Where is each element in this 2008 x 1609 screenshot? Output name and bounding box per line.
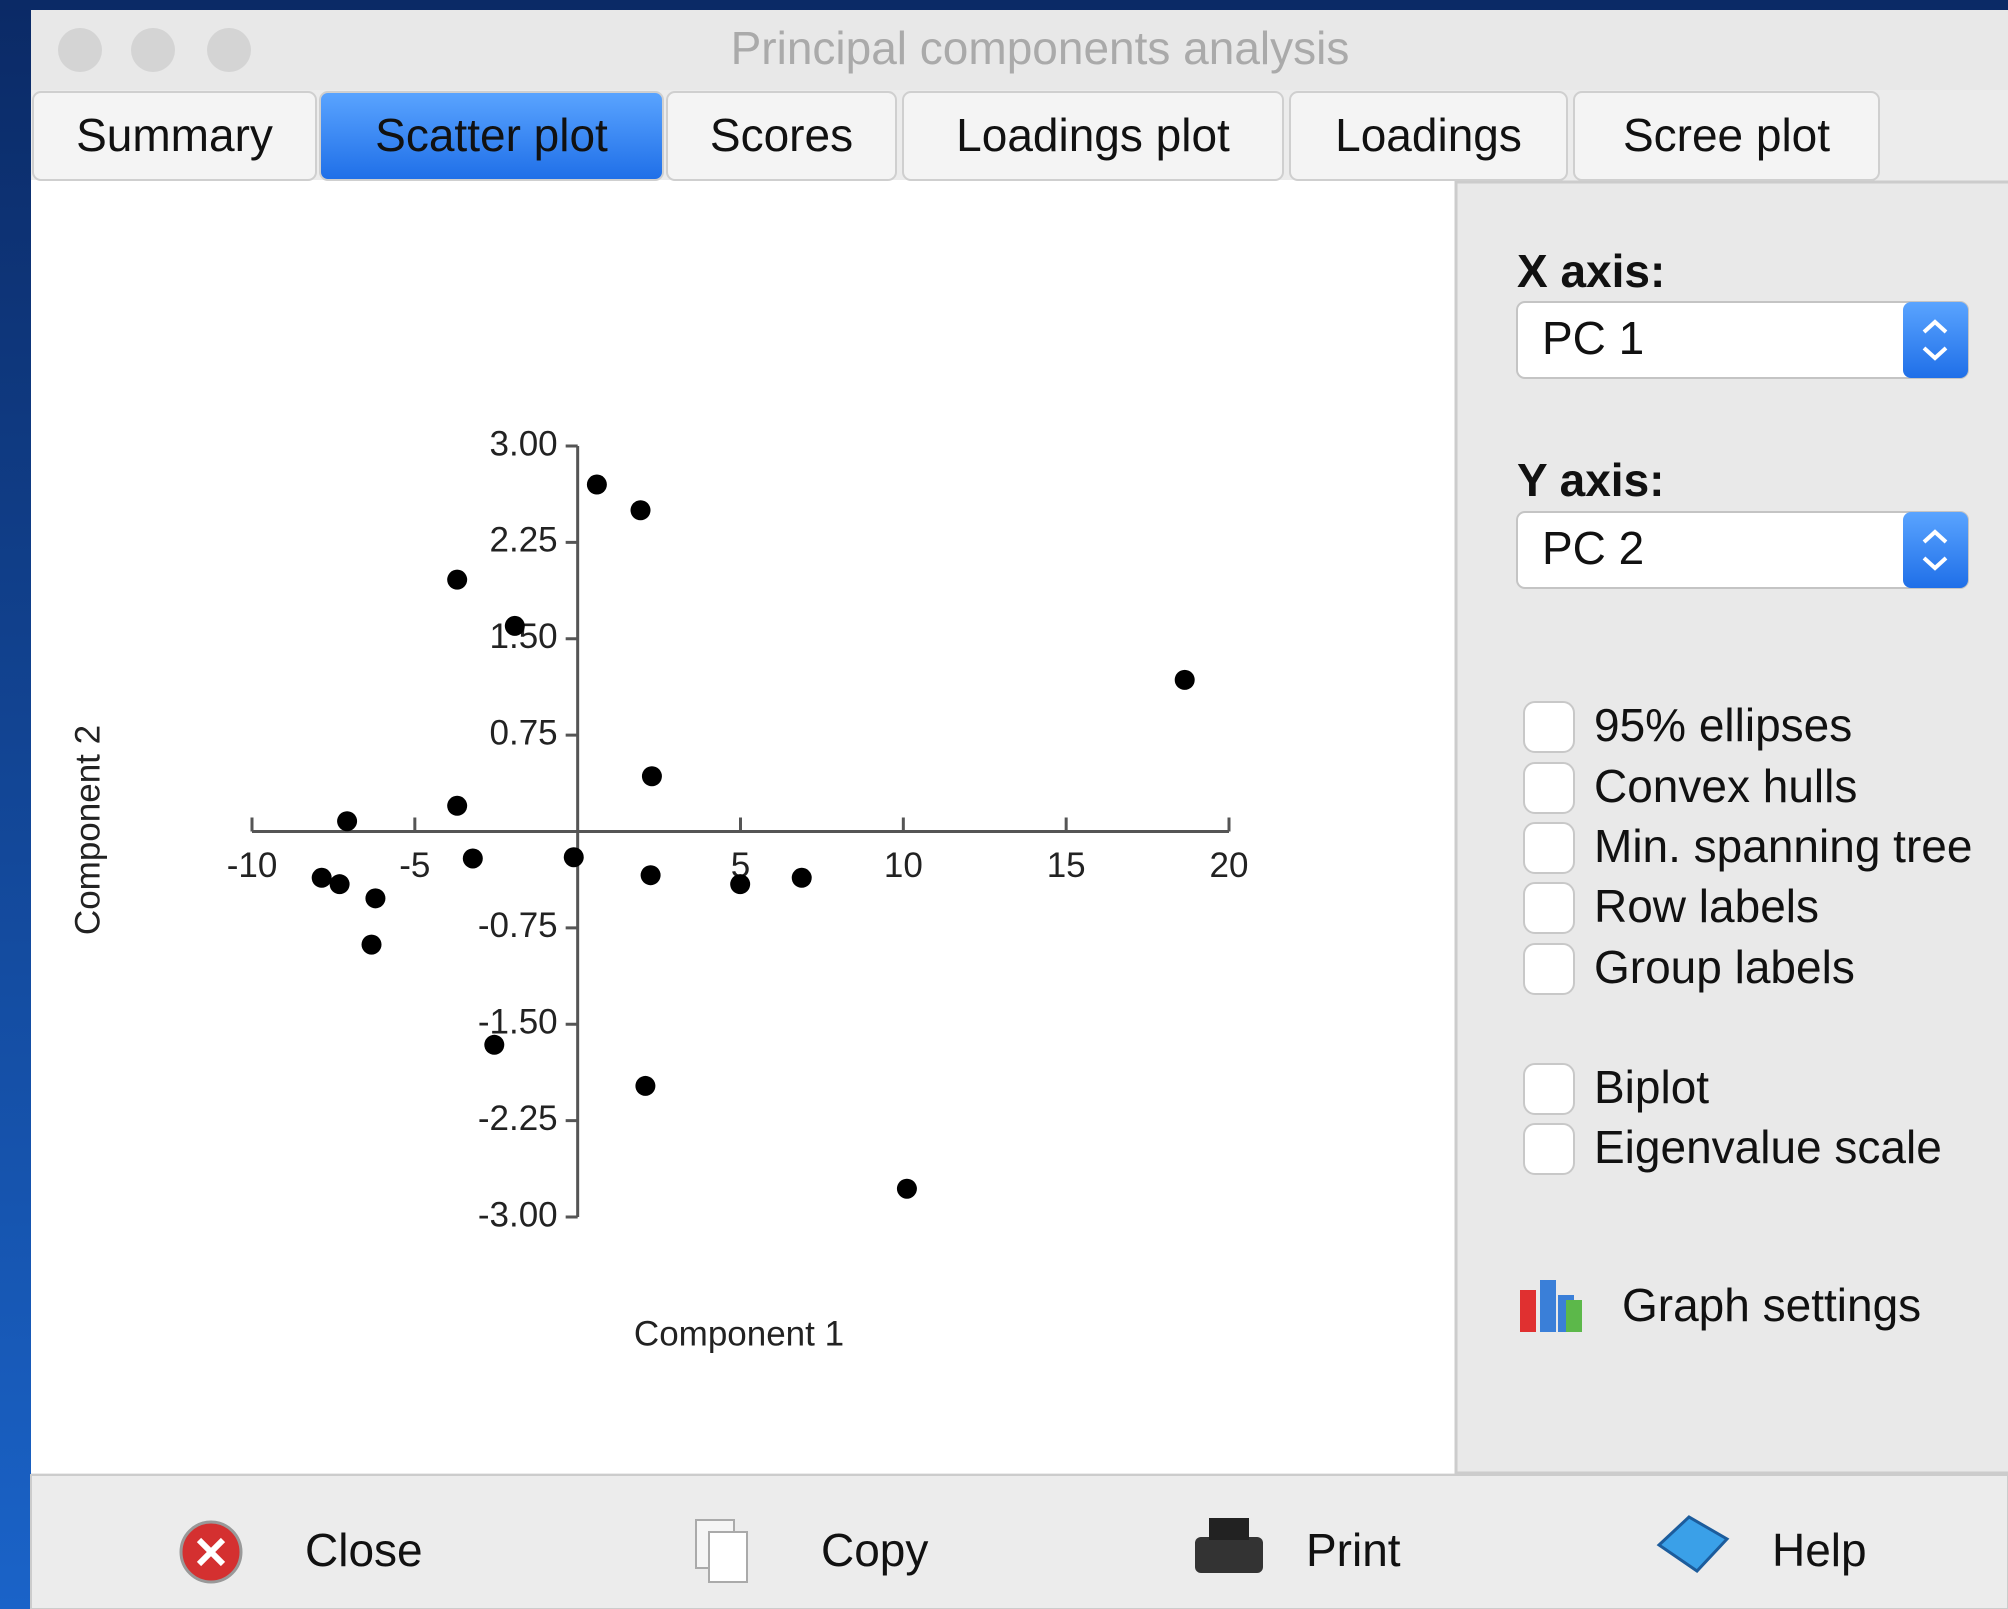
tab-label: Scatter plot [375, 109, 608, 161]
point [563, 847, 584, 868]
checkbox[interactable] [1523, 943, 1575, 995]
x-tick-label: -10 [227, 846, 278, 885]
tab[interactable] [1289, 91, 1568, 181]
tab[interactable] [319, 91, 664, 181]
x-tick-label: 15 [1047, 846, 1086, 885]
title-bar [31, 10, 2008, 90]
plot-area [31, 180, 1456, 1473]
print-icon [1195, 1537, 1263, 1573]
point [311, 867, 332, 888]
y-tick-label: -2.25 [478, 1099, 558, 1138]
point [365, 888, 386, 909]
axis-selector-label: X axis: [1517, 245, 1665, 297]
y-tick-label: 2.25 [490, 521, 558, 560]
y-tick-label: -1.50 [478, 1003, 558, 1042]
point [361, 934, 382, 955]
select-chevrons [1922, 319, 1948, 361]
tab-label: Summary [76, 109, 273, 161]
y-tick-label: -3.00 [478, 1195, 558, 1234]
point [896, 1178, 917, 1199]
window-title: Principal components analysis [731, 22, 1350, 74]
y-tick-label: 0.75 [490, 713, 558, 752]
checkbox-label: Group labels [1594, 941, 1855, 993]
checkbox-label: 95% ellipses [1594, 699, 1852, 751]
point [337, 811, 358, 832]
point [586, 474, 607, 495]
tab[interactable] [32, 91, 317, 181]
x-tick-label: 10 [884, 846, 923, 885]
x-tick-label: -5 [399, 846, 430, 885]
y-tick-label: -0.75 [478, 906, 558, 945]
tab-label: Scree plot [1623, 109, 1830, 161]
checkbox[interactable] [1523, 882, 1575, 934]
button-label[interactable]: Print [1306, 1524, 1401, 1576]
x-tick-label: 5 [731, 846, 750, 885]
tab[interactable] [1573, 91, 1880, 181]
close-dot[interactable] [58, 28, 102, 72]
tab-bar: Summary Scatter plot Scores Loadings plot Lo… [32, 91, 1880, 181]
point [447, 569, 468, 590]
button-label[interactable]: Copy [821, 1524, 928, 1576]
checkbox-label: Convex hulls [1594, 760, 1857, 812]
tab-label: Loadings [1335, 109, 1522, 161]
x-tick-label: 20 [1210, 846, 1249, 885]
graph-settings[interactable]: Graph settings [1622, 1279, 1921, 1331]
tab-label: Scores [710, 109, 853, 161]
point [730, 874, 751, 895]
buttons: Close Copy Print Help [179, 1515, 1867, 1584]
copy-icon [708, 1531, 748, 1583]
point [635, 1075, 656, 1096]
select-arrow[interactable] [1903, 302, 1968, 378]
checkbox-label: Biplot [1594, 1061, 1709, 1113]
select-arrow[interactable] [1903, 512, 1968, 588]
minimize-dot[interactable] [131, 28, 175, 72]
zoom-dot[interactable] [207, 28, 251, 72]
point [630, 500, 651, 521]
y-axis-label: Component 2 [68, 725, 107, 935]
print-icon [1209, 1518, 1249, 1540]
checkbox-label: Row labels [1594, 880, 1819, 932]
close-x [196, 1537, 226, 1567]
checkbox[interactable] [1523, 701, 1575, 753]
button-label[interactable]: Close [305, 1524, 423, 1576]
point [484, 1034, 505, 1055]
checkbox[interactable] [1523, 1123, 1575, 1175]
checkbox[interactable] [1523, 822, 1575, 874]
checkbox[interactable] [1523, 1063, 1575, 1115]
point [462, 848, 483, 869]
select-value: PC 2 [1542, 522, 1644, 574]
tab[interactable] [666, 91, 897, 181]
axis-selector-label: Y axis: [1517, 454, 1664, 506]
y-tick-label: 3.00 [490, 424, 558, 463]
graph-icon-bar [1566, 1300, 1582, 1332]
select-value: PC 1 [1542, 312, 1644, 364]
checkbox-label: Min. spanning tree [1594, 820, 1972, 872]
select-chevrons [1922, 529, 1948, 571]
point [641, 766, 662, 787]
point [329, 874, 350, 895]
help-icon [1656, 1515, 1730, 1573]
tab[interactable] [902, 91, 1284, 181]
button-label[interactable]: Help [1772, 1524, 1867, 1576]
checkbox[interactable] [1523, 762, 1575, 814]
scatter-chart: -10 -5 5 10 15 203.002.251.500.75-0.75-1.50-2… [68, 424, 1248, 1353]
graph-icon-bar [1540, 1280, 1556, 1332]
point [791, 867, 812, 888]
checkbox-label: Eigenvalue scale [1594, 1121, 1942, 1173]
tab-label: Loadings plot [956, 109, 1230, 161]
point [504, 615, 525, 636]
point [1174, 669, 1195, 690]
point [640, 865, 661, 886]
options-panel: X axis: PC 1 Y axis: PC 2 95% ellipses Convex… [1516, 245, 1972, 1332]
x-axis-label: Component 1 [634, 1314, 844, 1353]
graph-icon-bar [1520, 1290, 1536, 1332]
point [447, 795, 468, 816]
